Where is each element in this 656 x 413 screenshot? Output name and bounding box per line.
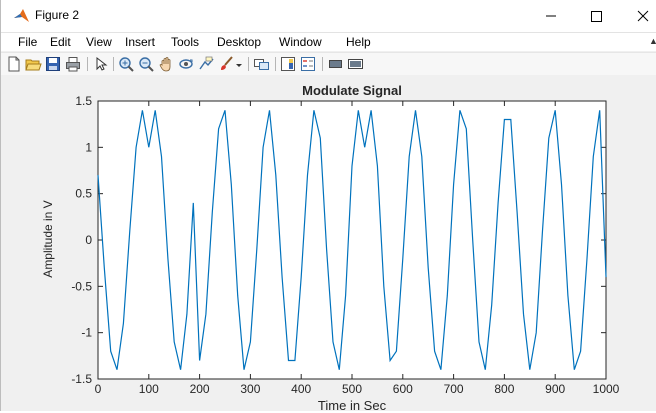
- legend-icon[interactable]: [300, 56, 317, 72]
- toolbar-separator: [87, 57, 88, 71]
- toolbar-separator: [113, 57, 114, 71]
- toolbar-separator: [275, 57, 276, 71]
- menu-view[interactable]: View: [86, 35, 112, 49]
- x-tick-label: 0: [95, 382, 102, 396]
- menu-insert[interactable]: Insert: [125, 35, 156, 49]
- menu-desktop[interactable]: Desktop: [217, 35, 262, 49]
- close-button[interactable]: [623, 4, 656, 28]
- toolbar-separator: [322, 57, 323, 71]
- x-tick-label: 600: [393, 382, 413, 396]
- print-icon[interactable]: [65, 56, 82, 72]
- brush-dropdown-icon[interactable]: [235, 56, 244, 72]
- menu-window[interactable]: Window: [279, 35, 322, 49]
- y-tick-label: 1.5: [75, 94, 92, 108]
- minimize-button[interactable]: [531, 4, 571, 28]
- link-plot-icon[interactable]: [253, 56, 270, 72]
- brush-icon[interactable]: [218, 56, 235, 72]
- x-tick-label: 300: [240, 382, 260, 396]
- axis-tick-labels: 0 100 200 300 400 500 600 700 800 900 1000 -1.5 -1 -0…: [71, 94, 619, 396]
- x-tick-label: 200: [190, 382, 210, 396]
- menu-help[interactable]: Help: [346, 35, 371, 49]
- x-tick-label: 500: [342, 382, 362, 396]
- new-figure-icon[interactable]: [5, 56, 22, 72]
- menu-file[interactable]: File: [18, 35, 38, 49]
- save-icon[interactable]: [45, 56, 62, 72]
- rotate-3d-icon[interactable]: [178, 56, 195, 72]
- y-tick-label: 0.5: [75, 187, 92, 201]
- menu-overflow-icon[interactable]: ▲: [649, 36, 656, 46]
- show-plot-tools-icon[interactable]: [347, 56, 364, 72]
- toolbar-separator: [248, 57, 249, 71]
- colorbar-icon[interactable]: [280, 56, 297, 72]
- menu-bar: File Edit View Insert Tools Desktop Wind…: [1, 33, 656, 51]
- y-tick-label: -1: [81, 326, 92, 340]
- maximize-button[interactable]: [576, 4, 616, 28]
- data-cursor-icon[interactable]: [198, 56, 215, 72]
- x-tick-label: 1000: [593, 382, 620, 396]
- pointer-icon[interactable]: [92, 56, 109, 72]
- x-tick-label: 800: [494, 382, 514, 396]
- zoom-in-icon[interactable]: [118, 56, 135, 72]
- menu-edit[interactable]: Edit: [50, 35, 71, 49]
- window-title: Figure 2: [35, 8, 80, 22]
- y-tick-label: 0: [85, 233, 92, 247]
- plot-title: Modulate Signal: [302, 83, 402, 98]
- matlab-icon: [14, 9, 29, 22]
- y-tick-label: 1: [85, 140, 92, 154]
- pan-icon[interactable]: [158, 56, 175, 72]
- x-tick-label: 100: [139, 382, 159, 396]
- x-tick-label: 700: [444, 382, 464, 396]
- x-tick-label: 900: [545, 382, 565, 396]
- open-file-icon[interactable]: [25, 56, 42, 72]
- y-tick-label: -0.5: [71, 279, 92, 293]
- x-axis-label: Time in Sec: [317, 398, 387, 413]
- x-tick-label: 400: [291, 382, 311, 396]
- zoom-out-icon[interactable]: [138, 56, 155, 72]
- menu-tools[interactable]: Tools: [171, 35, 200, 49]
- modulated-signal-line[interactable]: [97, 110, 607, 370]
- title-bar[interactable]: Figure 2: [1, 0, 656, 33]
- hide-plot-tools-icon[interactable]: [327, 56, 344, 72]
- y-tick-label: -1.5: [71, 372, 92, 386]
